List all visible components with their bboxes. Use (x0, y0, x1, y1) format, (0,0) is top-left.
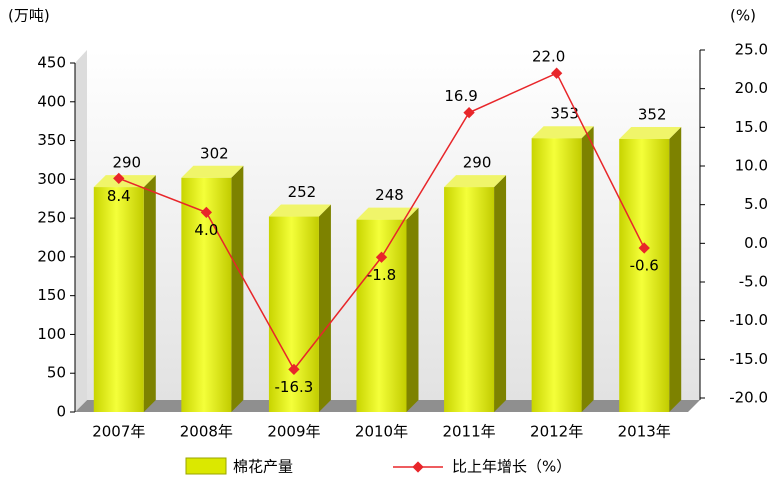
bar-top (181, 165, 244, 178)
bar-top (356, 207, 419, 220)
legend-label: 比上年增长（%） (452, 458, 571, 476)
y2-tick-label: 10.0 (735, 157, 768, 175)
bar-top (531, 126, 594, 139)
bar-top (619, 127, 682, 140)
bar-value-label: 290 (463, 154, 492, 172)
y-tick-label: 0 (56, 403, 66, 421)
x-tick-label: 2009年 (267, 423, 320, 441)
y2-tick-label: -15.0 (729, 350, 768, 368)
y-tick-label: 300 (37, 170, 66, 188)
line-marker (288, 363, 300, 376)
line-marker (638, 242, 650, 254)
bar (268, 216, 319, 412)
bar-value-label: 353 (550, 105, 579, 123)
y-tick-label: 150 (37, 286, 66, 304)
y2-tick-label: -10.0 (729, 311, 768, 329)
line-value-label: 4.0 (194, 221, 218, 239)
bar-side (669, 127, 682, 412)
bar (531, 138, 582, 412)
line-value-label: 8.4 (107, 187, 131, 205)
y-tick-label: 350 (37, 131, 66, 149)
bar-side (581, 126, 594, 413)
x-tick-label: 2012年 (530, 423, 583, 441)
line-marker (375, 251, 388, 263)
y2-tick-label: 25.0 (735, 41, 768, 59)
line-value-label: -0.6 (630, 256, 659, 274)
x-tick-label: 2013年 (618, 423, 671, 441)
x-tick-label: 2008年 (180, 423, 233, 441)
y2-tick-label: -5.0 (739, 273, 768, 291)
bar-side (143, 175, 156, 412)
bar-side (231, 165, 244, 412)
bar-top (444, 175, 507, 188)
back-wall (75, 50, 87, 412)
bar-side (406, 207, 419, 412)
bar-side (494, 175, 507, 412)
y-axis-unit: (万吨) (8, 7, 50, 25)
bar-value-label: 252 (288, 183, 317, 201)
bar-value-label: 248 (375, 186, 404, 204)
bar (356, 219, 407, 412)
bar-side (318, 204, 331, 412)
line-value-label: -16.3 (275, 378, 314, 396)
bar-top (268, 204, 331, 217)
bar (619, 139, 670, 412)
x-tick-label: 2011年 (442, 423, 495, 441)
y2-tick-label: 5.0 (744, 195, 768, 213)
y-tick-label: 400 (37, 92, 66, 110)
bar-value-label: 290 (112, 154, 141, 172)
legend-marker (412, 461, 424, 473)
y2-tick-label: 0.0 (744, 234, 768, 252)
bar (444, 187, 495, 412)
x-tick-label: 2007年 (92, 423, 145, 441)
y-tick-label: 100 (37, 325, 66, 343)
line-value-label: 22.0 (532, 48, 565, 66)
y-tick-label: 50 (47, 364, 66, 382)
line-marker (200, 206, 213, 219)
y2-tick-label: 20.0 (735, 79, 768, 97)
y2-tick-label: 15.0 (735, 118, 768, 136)
bar (93, 187, 144, 412)
y-tick-label: 250 (37, 209, 66, 227)
bar-value-label: 352 (638, 106, 667, 124)
line-value-label: 16.9 (444, 87, 477, 105)
y2-tick-label: -20.0 (729, 389, 768, 407)
line-value-label: -1.8 (367, 266, 396, 284)
legend-label: 棉花产量 (233, 458, 293, 476)
x-tick-label: 2010年 (355, 423, 408, 441)
legend-swatch (185, 457, 227, 475)
y-tick-label: 200 (37, 247, 66, 265)
y2-axis-unit: (%) (730, 7, 756, 25)
bar-value-label: 302 (200, 144, 229, 162)
y-tick-label: 450 (37, 54, 66, 72)
